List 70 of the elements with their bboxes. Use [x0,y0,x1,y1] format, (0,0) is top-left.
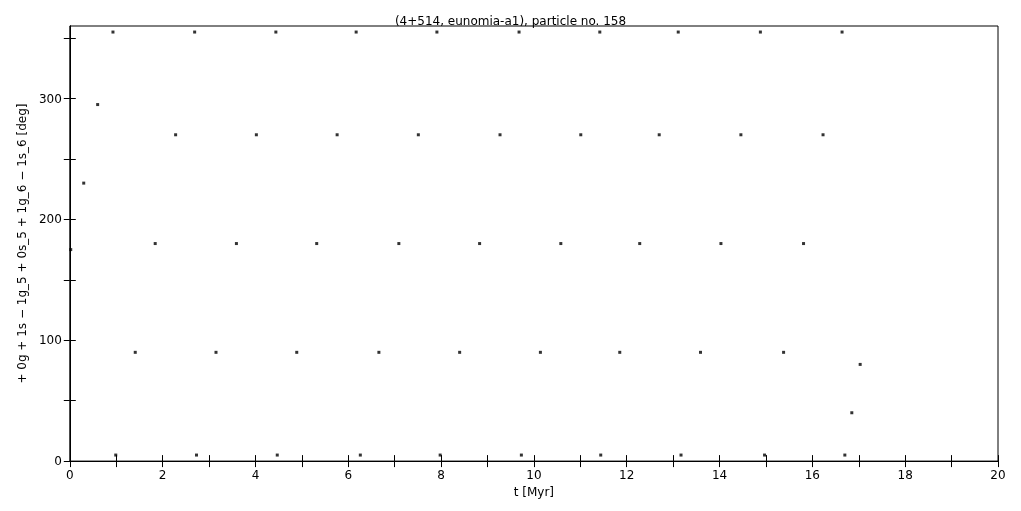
point [254,133,258,137]
x-tick-label: 10 [526,468,542,483]
point [802,242,806,246]
point [599,453,603,457]
point [559,242,563,246]
point [579,133,583,137]
point [719,242,723,246]
point [498,133,502,137]
point [858,362,862,366]
chart-title: (4+514, eunomia-a1), particle no. 158 [394,14,627,28]
point [638,242,642,246]
point [275,453,279,457]
point [657,133,661,137]
x-tick-label: 12 [619,468,635,483]
point [358,453,362,457]
point [174,133,178,137]
y-tick-label: 100 [38,333,62,348]
point [397,242,401,246]
point [699,350,703,354]
point [739,133,743,137]
point [840,30,844,34]
x-tick-label: 16 [804,468,820,483]
point [517,30,521,34]
point [234,242,238,246]
point [214,350,218,354]
point [69,248,73,252]
point [676,30,680,34]
point [458,350,462,354]
y-tick-label: 0 [54,454,62,469]
x-tick-label: 8 [437,468,445,483]
point [377,350,381,354]
point [679,453,683,457]
y-axis-title: + 0g + 1s − 1g_5 + 0s_5 + 1g_6 − 1s_6 [deg] [15,103,29,384]
point [315,242,319,246]
point [96,103,100,107]
point [598,30,602,34]
x-tick-label: 20 [990,468,1006,483]
point [519,453,523,457]
point [758,30,762,34]
point [843,453,847,457]
point [618,350,622,354]
point [114,453,118,457]
x-axis-title: t [Myr] [513,485,555,499]
point [82,181,86,185]
point [195,453,198,457]
x-tick-label: 0 [65,468,74,483]
point [438,453,442,457]
x-tick-label: 2 [158,468,167,483]
point [821,133,825,137]
point [850,411,854,415]
point [435,30,439,34]
point [538,350,542,354]
point [782,350,786,354]
point [763,453,767,457]
point [274,30,278,34]
point [416,133,420,137]
x-tick-label: 6 [344,468,353,483]
y-tick-label: 200 [38,212,62,227]
point [295,350,299,354]
point [478,242,482,246]
point [111,30,115,34]
x-tick-label: 14 [711,468,728,483]
point [335,133,339,137]
point [354,30,358,34]
point [193,30,197,34]
y-tick-label: 300 [38,91,62,106]
point [153,242,157,246]
x-tick-label: 4 [251,468,260,483]
x-tick-label: 18 [897,468,913,483]
point [133,350,137,354]
